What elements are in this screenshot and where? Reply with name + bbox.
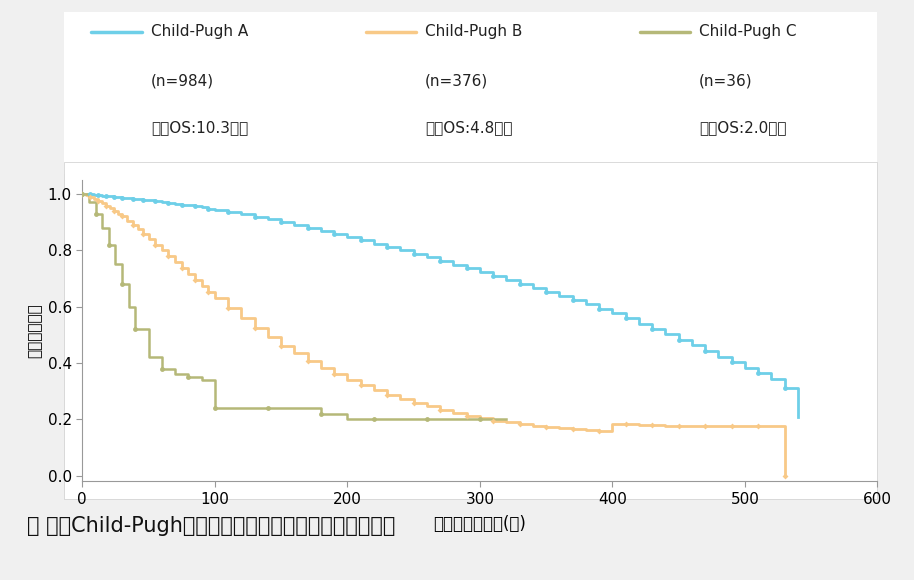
Text: Child-Pugh C: Child-Pugh C [699, 24, 797, 39]
Text: 中位OS:10.3个月: 中位OS:10.3个月 [151, 120, 248, 135]
Text: 图 不同Child-Pugh分级患者接受索拉非尼治疗的预后不同: 图 不同Child-Pugh分级患者接受索拉非尼治疗的预后不同 [27, 516, 396, 536]
Text: Child-Pugh B: Child-Pugh B [425, 24, 523, 39]
Y-axis label: 总生存概率率: 总生存概率率 [27, 303, 42, 358]
Text: 中位OS:2.0个月: 中位OS:2.0个月 [699, 120, 787, 135]
Text: (n=376): (n=376) [425, 74, 488, 89]
X-axis label: 自开始治疗时间(天): 自开始治疗时间(天) [433, 515, 526, 533]
Text: Child-Pugh A: Child-Pugh A [151, 24, 248, 39]
Text: (n=984): (n=984) [151, 74, 214, 89]
Text: (n=36): (n=36) [699, 74, 753, 89]
Text: 中位OS:4.8个月: 中位OS:4.8个月 [425, 120, 513, 135]
